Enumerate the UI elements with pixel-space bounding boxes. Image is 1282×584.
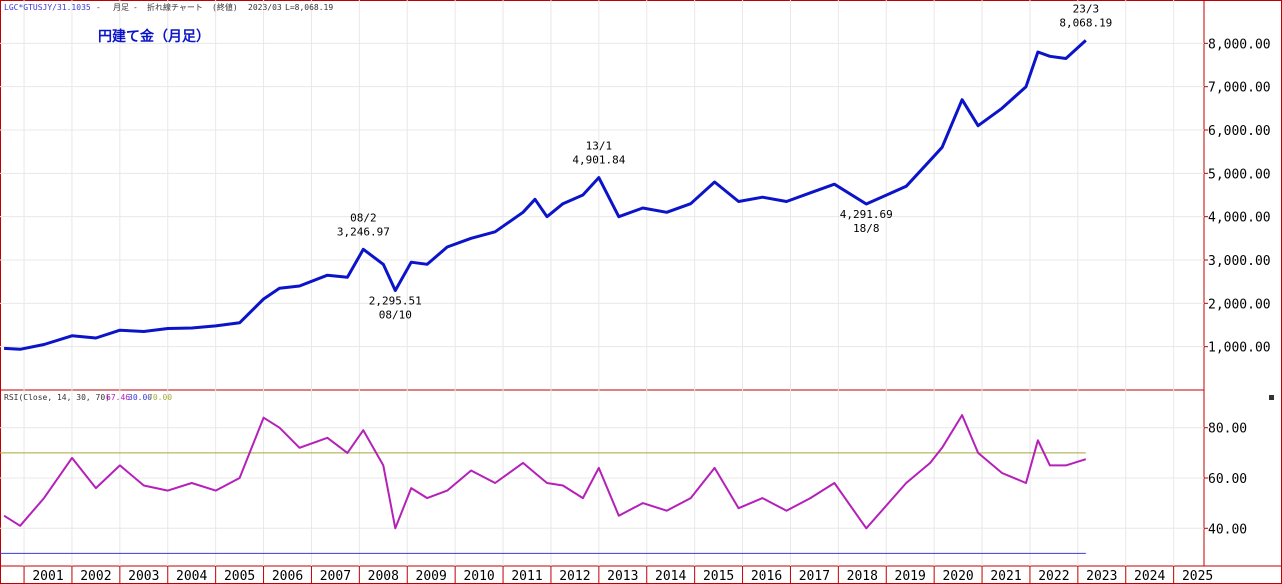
- price-y-tick-label: 5,000.00: [1208, 167, 1271, 182]
- price-series: [4, 39, 1087, 351]
- date-axis-label: 2009: [416, 569, 447, 584]
- date-axis-label: 2006: [272, 569, 303, 584]
- rsi-value: 67.46: [106, 393, 130, 402]
- rsi-series: [3, 414, 1087, 530]
- price-y-tick-label: 2,000.00: [1208, 297, 1271, 312]
- date-axis-label: 2010: [463, 569, 494, 584]
- header-sep-2: -: [133, 3, 138, 12]
- rsi-oversold-value: 30.00: [128, 393, 152, 402]
- price-y-tick-label: 3,000.00: [1208, 254, 1271, 269]
- date-axis-label: 2021: [990, 569, 1021, 584]
- price-y-tick-label: 7,000.00: [1208, 81, 1271, 96]
- price-y-axis: 1,000.00 2,000.00 3,000.00 4,000.00 5,000.00…: [1204, 37, 1271, 356]
- date-axis-label: 2008: [368, 569, 399, 584]
- date-axis-label: 2023: [1086, 569, 1117, 584]
- date-axis-label: 2014: [655, 569, 686, 584]
- date-axis-label: 2025: [1182, 569, 1213, 584]
- header-price-kind: (終値): [212, 2, 238, 12]
- rsi-y-tick-label: 40.00: [1208, 522, 1247, 537]
- rsi-levels: [0, 452, 1086, 554]
- annotation-line-1: 13/1: [586, 140, 613, 153]
- date-axis-label: 2020: [942, 569, 973, 584]
- header-last-date: 2023/03: [248, 3, 282, 12]
- annotation-line-2: 3,246.97: [337, 225, 390, 238]
- annotation-line-2: 08/10: [379, 309, 412, 322]
- header-symbol: LGC*GTUSJY/31.1035: [4, 3, 91, 12]
- rsi-label: RSI(Close, 14, 30, 70): [4, 393, 110, 402]
- rsi-y-tick-label: 60.00: [1208, 472, 1247, 487]
- price-y-tick-label: 4,000.00: [1208, 211, 1271, 226]
- annotation-line-1: 2,295.51: [369, 295, 422, 308]
- date-axis-label: 2024: [1134, 569, 1165, 584]
- annotation-line-1: 08/2: [350, 211, 377, 224]
- date-axis-label: 2005: [224, 569, 255, 584]
- date-axis-label: 2001: [32, 569, 63, 584]
- date-axis-label: 2012: [559, 569, 590, 584]
- annotation-line-2: 8,068.19: [1059, 16, 1112, 29]
- annotation-line-2: 18/8: [853, 222, 880, 235]
- price-y-tick-label: 8,000.00: [1208, 37, 1271, 52]
- header-sep-1: -: [96, 3, 101, 12]
- date-axis-label: 2018: [847, 569, 878, 584]
- rsi-y-tick-label: 80.00: [1208, 422, 1247, 437]
- annotation-line-1: 4,291.69: [840, 208, 893, 221]
- header-period: 月足: [113, 3, 129, 12]
- chart-title: 円建て金（月足）: [98, 28, 210, 45]
- header-chart-kind: 折れ線チャート: [147, 2, 203, 12]
- date-axis-label: 2019: [895, 569, 926, 584]
- date-axis-label: 2022: [1038, 569, 1069, 584]
- date-axis-label: 2015: [703, 569, 734, 584]
- date-axis-label: 2013: [607, 569, 638, 584]
- price-line: [4, 39, 1087, 351]
- rsi-y-axis: 40.00 60.00 80.00: [1204, 422, 1247, 537]
- price-y-tick-label: 1,000.00: [1208, 341, 1271, 356]
- date-axis-label: 2004: [176, 569, 207, 584]
- date-axis-label: 2003: [128, 569, 159, 584]
- date-axis-label: 2011: [511, 569, 542, 584]
- header-last-value: L=8,068.19: [285, 3, 333, 12]
- annotation-line-1: 23/3: [1073, 2, 1100, 15]
- date-axis: 2001 2002 2003 2004 2005 2006 2007 2008 2009 2010…: [23, 566, 1213, 584]
- rsi-overbought-value: 70.00: [148, 393, 172, 402]
- date-axis-label: 2016: [751, 569, 782, 584]
- price-grid: [0, 0, 1204, 390]
- date-axis-label: 2007: [320, 569, 351, 584]
- date-axis-label: 2017: [799, 569, 830, 584]
- panel-menu-icon[interactable]: [1269, 395, 1274, 400]
- date-axis-label: 2002: [80, 569, 111, 584]
- annotation-line-2: 4,901.84: [572, 154, 625, 167]
- rsi-line: [3, 414, 1087, 530]
- price-y-tick-label: 6,000.00: [1208, 124, 1271, 139]
